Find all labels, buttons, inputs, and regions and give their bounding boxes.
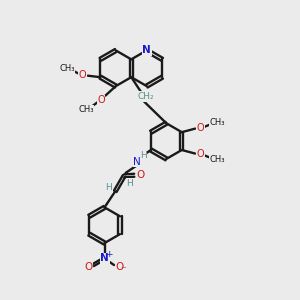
Text: N: N <box>142 45 151 56</box>
Text: CH₃: CH₃ <box>209 155 225 164</box>
Text: N: N <box>100 254 109 263</box>
Text: O: O <box>197 149 204 159</box>
Text: H: H <box>126 179 133 188</box>
Text: O: O <box>197 123 204 133</box>
Text: N: N <box>134 157 141 166</box>
Text: O: O <box>115 262 124 272</box>
Text: ⁻: ⁻ <box>120 266 126 275</box>
Text: H: H <box>105 183 112 192</box>
Text: H: H <box>140 151 147 160</box>
Text: O: O <box>97 95 105 105</box>
Text: CH₂: CH₂ <box>138 92 154 101</box>
Text: O: O <box>137 170 145 180</box>
Text: CH₃: CH₃ <box>78 105 94 114</box>
Text: +: + <box>105 250 112 259</box>
Text: CH₃: CH₃ <box>209 118 225 127</box>
Text: O: O <box>84 262 92 272</box>
Text: O: O <box>79 70 86 80</box>
Text: CH₃: CH₃ <box>59 64 74 74</box>
